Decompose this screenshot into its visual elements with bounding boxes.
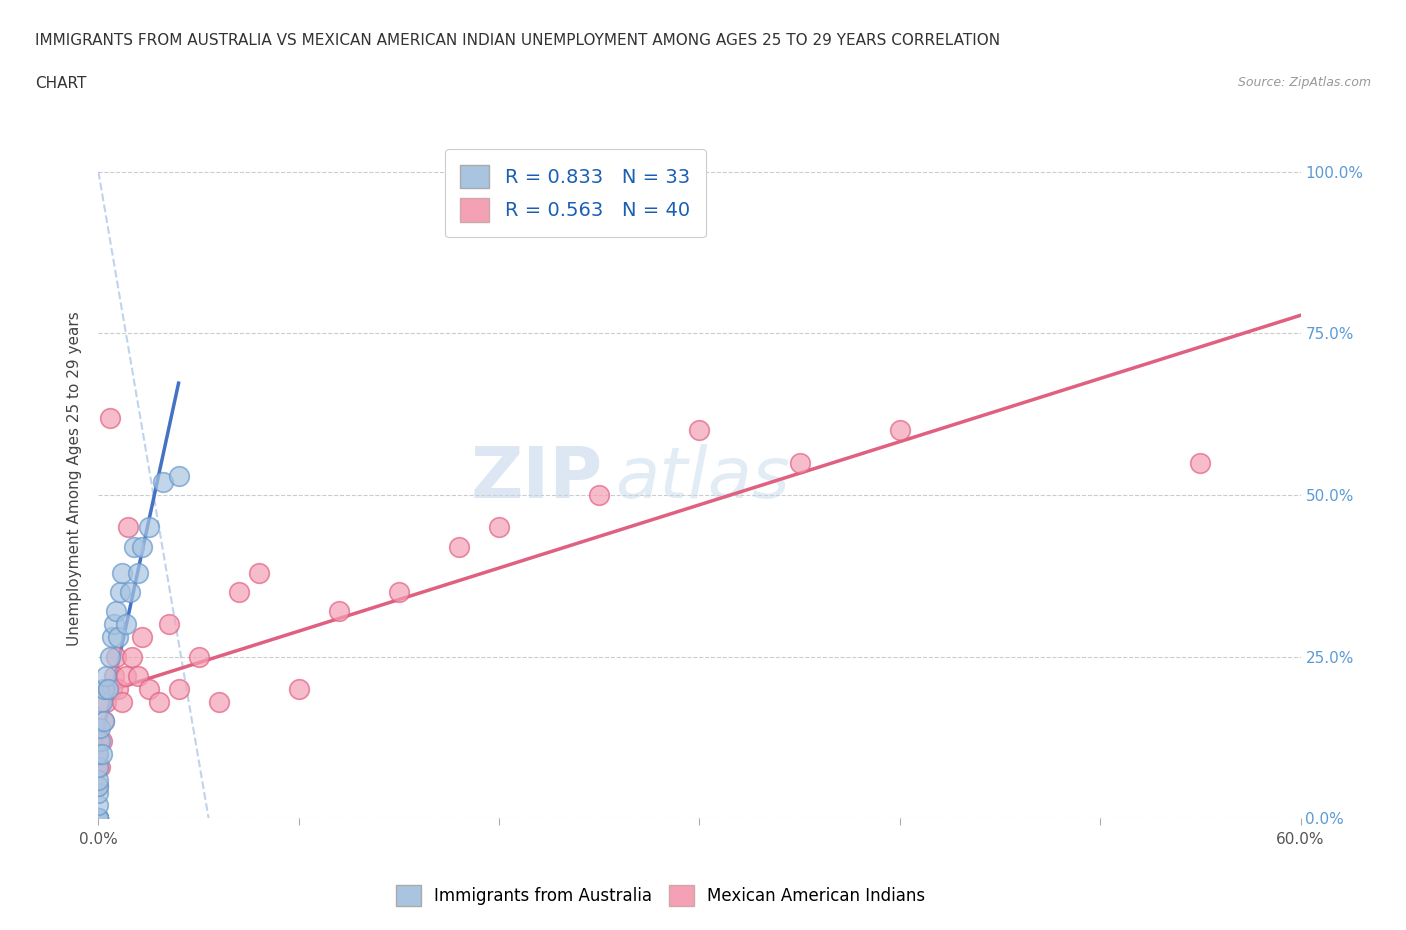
Point [208, 695, 231, 710]
Point [87, 772, 110, 787]
Point [138, 520, 160, 535]
Point [111, 695, 134, 710]
Point [87, 811, 110, 826]
Text: ZIP: ZIP [471, 445, 603, 513]
Point [89, 734, 111, 749]
Point [115, 669, 138, 684]
Point [91, 746, 114, 761]
Point [228, 585, 250, 600]
Text: Source: ZipAtlas.com: Source: ZipAtlas.com [1237, 76, 1371, 89]
Text: CHART: CHART [35, 76, 87, 91]
Point [110, 585, 132, 600]
Point [889, 423, 911, 438]
Point [96, 669, 118, 684]
Point [247, 565, 270, 580]
Point [93, 682, 115, 697]
Point [100, 649, 122, 664]
Point [87, 778, 110, 793]
Point [87, 746, 110, 761]
Text: IMMIGRANTS FROM AUSTRALIA VS MEXICAN AMERICAN INDIAN UNEMPLOYMENT AMONG AGES 25 : IMMIGRANTS FROM AUSTRALIA VS MEXICAN AME… [35, 33, 1000, 47]
Point [87, 811, 110, 826]
Point [87, 778, 110, 793]
Point [124, 539, 146, 554]
Point [128, 669, 150, 684]
Point [148, 695, 170, 710]
Point [91, 734, 114, 749]
Legend: Immigrants from Australia, Mexican American Indians: Immigrants from Australia, Mexican Ameri… [389, 879, 932, 912]
Point [152, 474, 174, 489]
Point [131, 630, 153, 644]
Point [100, 410, 122, 425]
Point [117, 520, 139, 535]
Point [87, 798, 110, 813]
Point [87, 746, 110, 761]
Point [105, 604, 128, 619]
Point [121, 649, 143, 664]
Point [87, 811, 110, 826]
Point [1189, 456, 1212, 471]
Legend: R = 0.833   N = 33, R = 0.563   N = 40: R = 0.833 N = 33, R = 0.563 N = 40 [444, 149, 706, 237]
Point [87, 785, 110, 800]
Point [93, 714, 115, 729]
Point [157, 617, 180, 631]
Point [328, 604, 350, 619]
Point [288, 682, 311, 697]
Point [93, 714, 115, 729]
Point [388, 585, 411, 600]
Point [111, 565, 134, 580]
Point [107, 682, 129, 697]
Point [120, 585, 142, 600]
Point [87, 811, 110, 826]
Point [128, 565, 150, 580]
Point [87, 759, 110, 774]
Point [138, 682, 160, 697]
Y-axis label: Unemployment Among Ages 25 to 29 years: Unemployment Among Ages 25 to 29 years [67, 312, 83, 646]
Point [87, 811, 110, 826]
Point [103, 617, 125, 631]
Point [97, 682, 120, 697]
Point [87, 759, 110, 774]
Point [187, 649, 209, 664]
Point [89, 759, 111, 774]
Text: atlas: atlas [616, 445, 790, 513]
Point [105, 649, 128, 664]
Point [588, 487, 610, 502]
Point [89, 721, 111, 736]
Point [97, 682, 120, 697]
Point [103, 669, 125, 684]
Point [101, 630, 124, 644]
Point [101, 682, 124, 697]
Point [131, 539, 153, 554]
Point [107, 630, 129, 644]
Point [488, 520, 510, 535]
Point [167, 682, 190, 697]
Point [96, 695, 118, 710]
Point [689, 423, 711, 438]
Point [91, 695, 114, 710]
Point [115, 617, 138, 631]
Point [167, 469, 190, 484]
Point [87, 734, 110, 749]
Point [447, 539, 470, 554]
Point [789, 456, 811, 471]
Point [87, 811, 110, 826]
